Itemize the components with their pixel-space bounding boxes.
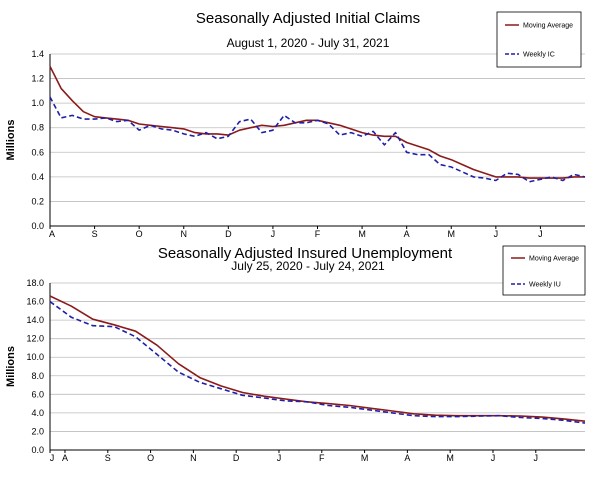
chart-title: Seasonally Adjusted Initial Claims — [196, 10, 420, 27]
x-tick-label: J — [50, 453, 55, 463]
x-tick-label: J — [491, 453, 496, 463]
legend-box — [502, 245, 586, 296]
series-line-moving-average — [49, 65, 585, 179]
legend-label: Weekly IC — [523, 52, 555, 59]
x-tick-label: M — [446, 453, 454, 463]
y-tick-label: 0.0 — [31, 221, 44, 231]
x-tick-label: N — [190, 453, 197, 463]
x-tick-label: F — [319, 453, 325, 463]
legend-label: Moving Average — [529, 256, 579, 263]
y-tick-label: 1.0 — [31, 98, 44, 108]
y-tick-label: 16.0 — [26, 297, 44, 307]
y-tick-label: 6.0 — [31, 389, 44, 399]
y-tick-label: 14.0 — [26, 315, 44, 325]
y-tick-label: 0.8 — [31, 123, 44, 133]
x-tick-label: O — [136, 229, 143, 239]
y-tick-label: 10.0 — [26, 352, 44, 362]
chart-subtitle: July 25, 2020 - July 24, 2021 — [231, 259, 385, 273]
y-tick-label: 0.2 — [31, 196, 44, 206]
x-tick-label: S — [105, 453, 111, 463]
series-line-weekly — [49, 300, 586, 424]
legend-box — [496, 11, 582, 68]
y-axis-label: Millions — [5, 120, 17, 161]
x-tick-label: D — [225, 229, 232, 239]
initial-claims-chart: Seasonally Adjusted Initial Claims August… — [0, 0, 600, 239]
y-tick-label: 8.0 — [31, 371, 44, 381]
initial-claims-svg: Seasonally Adjusted Initial Claims August… — [5, 10, 586, 239]
legend-label: Weekly IU — [529, 282, 561, 289]
y-tick-label: 12.0 — [26, 334, 44, 344]
y-tick-label: 1.4 — [31, 49, 44, 59]
x-tick-label: M — [448, 229, 456, 239]
x-tick-label: F — [315, 229, 321, 239]
y-tick-label: 1.2 — [31, 74, 44, 84]
chart-title: Seasonally Adjusted Insured Unemployment — [158, 245, 453, 262]
y-axis-label: Millions — [5, 346, 17, 387]
y-tick-label: 18.0 — [26, 278, 44, 288]
y-tick-label: 0.6 — [31, 147, 44, 157]
x-tick-label: A — [404, 453, 410, 463]
x-tick-label: J — [494, 229, 499, 239]
legend-label: Moving Average — [523, 23, 573, 30]
y-tick-label: 4.0 — [31, 408, 44, 418]
insured-unemployment-chart: Seasonally Adjusted Insured Unemployment… — [0, 238, 600, 477]
series-line-weekly — [49, 96, 586, 183]
series-line-moving-average — [49, 295, 586, 422]
x-tick-label: M — [361, 453, 369, 463]
x-tick-label: A — [62, 453, 68, 463]
x-tick-label: J — [271, 229, 276, 239]
insured-unemployment-svg: Seasonally Adjusted Insured Unemployment… — [5, 245, 586, 463]
x-tick-label: O — [147, 453, 154, 463]
y-tick-label: 0.4 — [31, 172, 44, 182]
x-tick-label: J — [538, 229, 543, 239]
y-tick-label: 2.0 — [31, 426, 44, 436]
x-tick-label: S — [92, 229, 98, 239]
chart-subtitle: August 1, 2020 - July 31, 2021 — [227, 36, 390, 50]
x-tick-label: J — [534, 453, 539, 463]
x-tick-label: D — [233, 453, 240, 463]
x-tick-label: A — [49, 229, 55, 239]
x-tick-label: N — [181, 229, 188, 239]
y-tick-label: 0.0 — [31, 445, 44, 455]
x-tick-label: A — [404, 229, 410, 239]
x-tick-label: M — [358, 229, 366, 239]
x-tick-label: J — [277, 453, 282, 463]
